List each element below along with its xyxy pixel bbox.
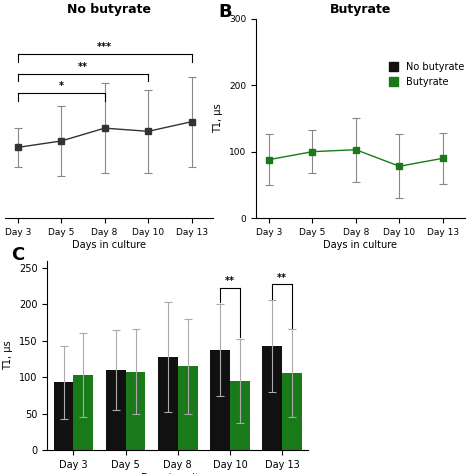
- Y-axis label: T1, μs: T1, μs: [3, 341, 13, 370]
- Text: B: B: [219, 3, 232, 21]
- X-axis label: Days in culture: Days in culture: [141, 473, 215, 474]
- Bar: [262, 346, 282, 450]
- Text: *: *: [59, 81, 64, 91]
- Bar: [73, 375, 93, 450]
- Title: No butyrate: No butyrate: [67, 3, 151, 17]
- Bar: [158, 357, 178, 450]
- Legend: No butyrate, Butyrate: No butyrate, Butyrate: [389, 62, 465, 87]
- Y-axis label: T1, μs: T1, μs: [213, 104, 223, 133]
- Text: **: **: [225, 276, 235, 286]
- Text: **: **: [78, 62, 88, 72]
- Bar: [230, 381, 250, 450]
- Bar: [106, 370, 126, 450]
- Text: **: **: [277, 273, 287, 283]
- X-axis label: Days in culture: Days in culture: [72, 239, 146, 249]
- X-axis label: Days in culture: Days in culture: [323, 239, 397, 249]
- Bar: [282, 373, 302, 450]
- Bar: [54, 383, 73, 450]
- Bar: [210, 350, 230, 450]
- Bar: [178, 366, 198, 450]
- Bar: [126, 372, 146, 450]
- Text: C: C: [11, 246, 24, 264]
- Title: Butyrate: Butyrate: [329, 3, 391, 17]
- Text: ***: ***: [97, 42, 112, 52]
